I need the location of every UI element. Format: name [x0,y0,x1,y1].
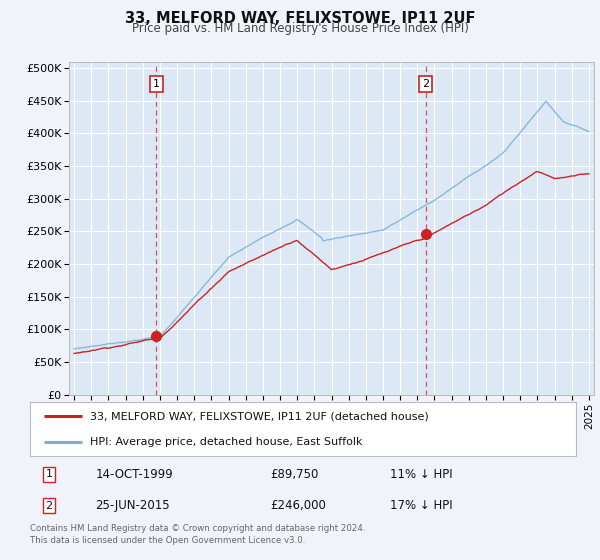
Text: 25-JUN-2015: 25-JUN-2015 [95,499,170,512]
Text: 33, MELFORD WAY, FELIXSTOWE, IP11 2UF: 33, MELFORD WAY, FELIXSTOWE, IP11 2UF [125,11,475,26]
Text: HPI: Average price, detached house, East Suffolk: HPI: Average price, detached house, East… [90,437,362,446]
Text: 2: 2 [46,501,53,511]
Text: £246,000: £246,000 [270,499,326,512]
Text: 14-OCT-1999: 14-OCT-1999 [95,468,173,480]
Text: Price paid vs. HM Land Registry's House Price Index (HPI): Price paid vs. HM Land Registry's House … [131,22,469,35]
Text: £89,750: £89,750 [270,468,319,480]
Text: 2: 2 [422,79,429,89]
Text: 1: 1 [46,469,53,479]
Text: 17% ↓ HPI: 17% ↓ HPI [391,499,453,512]
Text: 1: 1 [153,79,160,89]
Text: 11% ↓ HPI: 11% ↓ HPI [391,468,453,480]
Text: 33, MELFORD WAY, FELIXSTOWE, IP11 2UF (detached house): 33, MELFORD WAY, FELIXSTOWE, IP11 2UF (d… [90,412,429,421]
Text: Contains HM Land Registry data © Crown copyright and database right 2024.
This d: Contains HM Land Registry data © Crown c… [30,524,365,545]
